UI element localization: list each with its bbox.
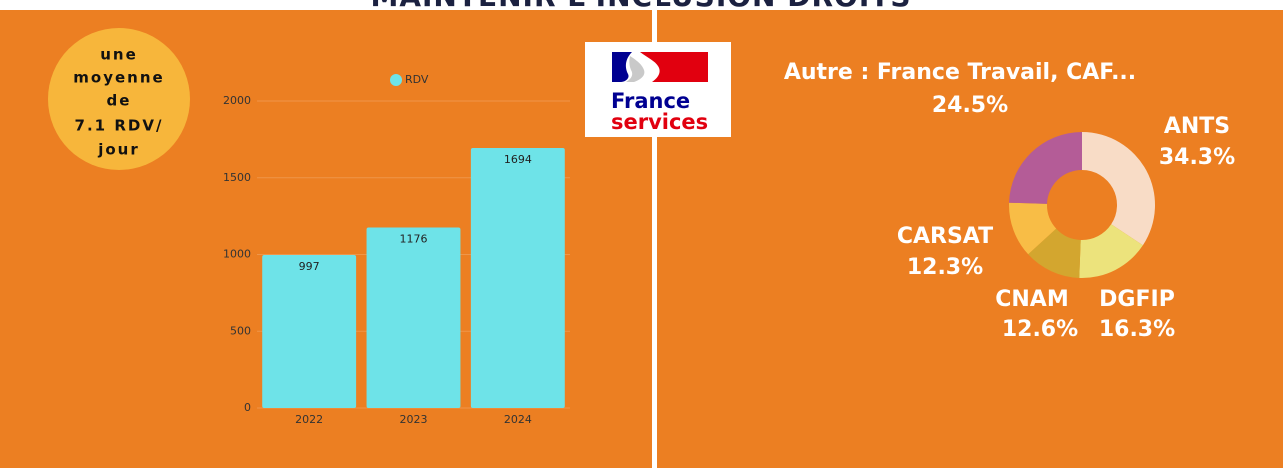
slide-title: MAINTENIR L'INCLUSION DROITS — [370, 0, 911, 13]
slice-value: 24.5% — [932, 93, 1008, 118]
bar — [262, 254, 357, 408]
logo: France services — [585, 42, 731, 137]
slice-name: CARSAT — [897, 224, 993, 249]
donut-slice — [1008, 202, 1057, 255]
top-band — [0, 0, 1283, 10]
slice-value: 16.3% — [1099, 317, 1175, 342]
x-tick-label: 2023 — [400, 413, 428, 426]
x-tick-label: 2024 — [504, 413, 532, 426]
y-tick-label: 0 — [244, 401, 251, 414]
legend-swatch — [390, 74, 402, 86]
slice-value: 12.3% — [907, 255, 983, 280]
slice-value: 12.6% — [1002, 317, 1078, 342]
slice-value: 34.3% — [1159, 145, 1235, 170]
donut-slice — [1028, 228, 1081, 278]
logo-blue — [612, 52, 632, 82]
legend-label: RDV — [405, 73, 429, 86]
badge-line: jour — [97, 141, 140, 159]
divider — [652, 0, 657, 468]
slice-name: CNAM — [995, 287, 1068, 312]
logo-red — [640, 52, 708, 82]
donut-slice — [1079, 224, 1143, 278]
value-label: 1694 — [504, 153, 532, 166]
donut-slice — [1009, 132, 1082, 204]
x-tick-label: 2022 — [295, 413, 323, 426]
y-tick-label: 2000 — [223, 94, 251, 107]
logo-text: services — [611, 110, 708, 134]
logo-text: France — [611, 89, 690, 113]
badge-circle — [48, 28, 190, 170]
slice-name: Autre : France Travail, CAF... — [784, 60, 1136, 85]
value-label: 997 — [299, 260, 320, 273]
bar — [470, 147, 565, 408]
logo-profile — [626, 56, 645, 82]
y-tick-label: 1000 — [223, 248, 251, 261]
slice-name: ANTS — [1164, 114, 1230, 139]
bar — [366, 227, 461, 408]
value-label: 1176 — [400, 232, 428, 245]
slice-name: DGFIP — [1099, 287, 1175, 312]
y-tick-label: 1500 — [223, 171, 251, 184]
y-tick-label: 500 — [230, 324, 251, 337]
badge-line: de — [107, 92, 132, 110]
badge-line: moyenne — [73, 69, 164, 87]
badge: une moyenne de 7.1 RDV/ jour — [48, 28, 190, 170]
donut-slice — [1082, 132, 1155, 246]
badge-line: 7.1 RDV/ — [75, 117, 164, 135]
badge-line: une — [100, 46, 138, 64]
